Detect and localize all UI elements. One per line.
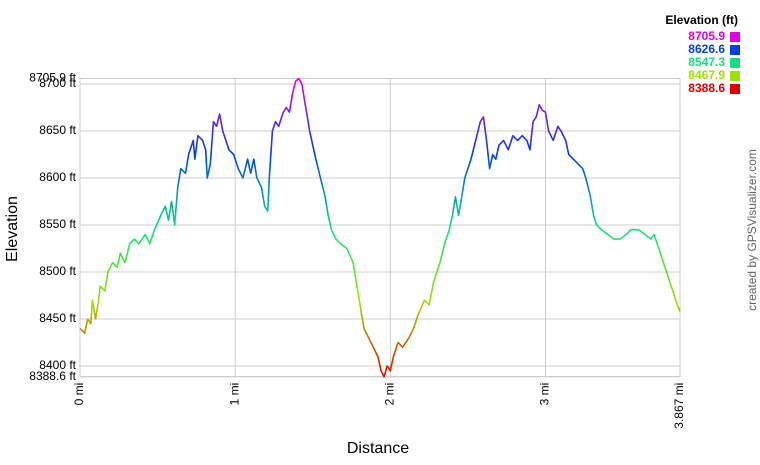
x-axis-title: Distance <box>347 440 409 457</box>
plot-frame <box>79 78 681 378</box>
y-tick-label: 8550 ft <box>39 217 76 231</box>
elevation-line <box>79 77 681 378</box>
x-tick-label: 3 mi <box>538 383 552 406</box>
y-tick-label: 8400 ft <box>39 358 76 372</box>
x-tick-label: 3.867 mi <box>672 383 686 429</box>
x-tick-label: 2 mi <box>382 383 396 406</box>
y-tick-label: 8650 ft <box>39 123 76 137</box>
x-tick-label: 0 mi <box>72 383 86 406</box>
x-tick-label: 1 mi <box>227 383 241 406</box>
y-axis-title: Elevation <box>4 196 21 262</box>
legend-swatch <box>730 45 740 55</box>
y-tick-label: 8700 ft <box>39 76 76 90</box>
legend-label: 8705.9 <box>688 29 725 43</box>
y-tick-label: 8450 ft <box>39 311 76 325</box>
legend-title: Elevation (ft) <box>665 13 738 27</box>
y-tick-label: 8388.6 ft <box>29 369 76 383</box>
legend-label: 8467.9 <box>688 68 725 82</box>
legend-swatch <box>730 32 740 42</box>
legend-swatch <box>730 58 740 68</box>
y-tick-label: 8705.9 ft <box>29 71 76 85</box>
credit: created by GPSVisualizer.com <box>745 149 759 311</box>
legend-label: 8626.6 <box>688 42 725 56</box>
legend-label: 8547.3 <box>688 55 725 69</box>
y-tick-label: 8600 ft <box>39 170 76 184</box>
legend-swatch <box>730 84 740 94</box>
y-tick-label: 8500 ft <box>39 264 76 278</box>
legend-label: 8388.6 <box>688 81 725 95</box>
legend-swatch <box>730 71 740 81</box>
